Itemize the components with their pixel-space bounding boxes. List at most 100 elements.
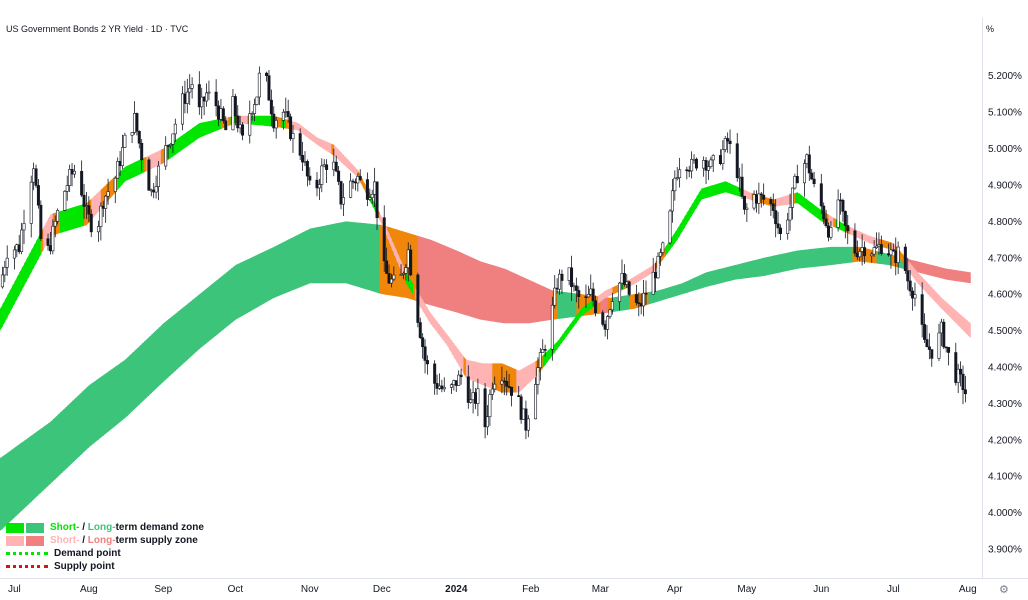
long-term-zone-segment xyxy=(838,246,842,265)
candle xyxy=(320,158,324,193)
short-term-zone-segment xyxy=(329,142,333,155)
candle xyxy=(169,143,173,149)
candle xyxy=(771,193,775,219)
time-tick-label: Oct xyxy=(228,584,244,595)
long-term-zone-segment xyxy=(36,430,40,498)
short-term-zone-segment xyxy=(638,272,642,282)
long-term-zone-segment xyxy=(122,359,126,420)
long-term-zone-segment xyxy=(677,283,681,296)
long-term-zone-segment xyxy=(614,296,618,312)
candle xyxy=(291,124,295,153)
candle xyxy=(36,178,40,209)
short-term-zone-segment xyxy=(578,308,582,320)
short-term-zone-segment xyxy=(509,366,513,393)
candle xyxy=(255,96,259,106)
price-axis[interactable]: 5.200% 5.100% 5.000% 4.900% 4.800% 4.700% 4.60… xyxy=(988,71,1022,555)
price-unit-label[interactable]: % xyxy=(986,24,995,34)
short-term-zone-segment xyxy=(674,228,678,243)
chart-title: US Government Bonds 2 YR Yield · 1D · TV… xyxy=(6,24,189,34)
short-term-zone-segment xyxy=(26,254,30,282)
time-tick-label: Aug xyxy=(959,584,977,595)
long-term-zone-segment xyxy=(703,272,707,288)
candle xyxy=(164,136,168,170)
candle xyxy=(735,133,739,182)
short-term-zone-segment xyxy=(7,290,11,318)
long-term-zone-segment xyxy=(965,271,969,283)
candle xyxy=(409,244,413,277)
short-term-zone-segment xyxy=(91,196,95,220)
long-term-zone-segment xyxy=(444,245,448,310)
long-term-zone-segment xyxy=(141,341,145,403)
long-term-zone-segment xyxy=(722,267,726,283)
long-term-zone-segment xyxy=(780,253,784,273)
long-term-zone-segment xyxy=(180,307,184,367)
long-term-zone-segment xyxy=(823,247,827,266)
long-term-zone-segment xyxy=(866,248,870,263)
candle xyxy=(147,157,151,191)
short-term-zone-segment xyxy=(612,286,616,295)
short-term-zone-segment xyxy=(778,197,782,207)
long-term-zone-segment xyxy=(850,246,854,263)
long-term-zone-segment xyxy=(120,361,124,422)
candle xyxy=(173,118,177,142)
long-term-zone-segment xyxy=(547,288,551,321)
candle xyxy=(457,370,461,386)
short-term-zone-segment xyxy=(912,266,916,280)
candle xyxy=(53,215,57,238)
long-term-zone-segment xyxy=(31,433,35,502)
short-term-zone-segment xyxy=(256,115,260,126)
candle xyxy=(140,138,144,172)
long-term-zone-segment xyxy=(441,244,445,310)
short-term-zone-segment xyxy=(300,124,304,134)
candle xyxy=(872,240,876,257)
short-term-zone-segment xyxy=(631,276,635,286)
long-term-zone-segment xyxy=(192,298,196,356)
candle xyxy=(610,292,614,315)
long-term-zone-segment xyxy=(206,286,210,343)
long-term-zone-segment xyxy=(473,258,477,319)
candle xyxy=(265,71,269,82)
time-axis[interactable]: Jul Aug Sep Oct Nov Dec 2024 Feb Mar Apr May Jun Jul… xyxy=(8,584,977,595)
demand-point-line-icon xyxy=(6,552,48,555)
short-term-zone-segment xyxy=(429,312,433,327)
long-term-zone-segment xyxy=(427,238,431,306)
long-term-zone-segment xyxy=(127,355,131,416)
short-term-zone-segment xyxy=(36,236,40,263)
long-term-zone-segment xyxy=(338,222,342,284)
price-tick-label: 4.300% xyxy=(988,399,1022,410)
short-term-zone-segment xyxy=(477,362,481,385)
long-term-zone-segment xyxy=(232,265,236,322)
short-term-zone-segment xyxy=(864,233,868,243)
long-term-zone-segment xyxy=(33,432,37,500)
long-term-zone-segment xyxy=(297,233,301,289)
settings-icon[interactable]: ⚙ xyxy=(999,584,1009,596)
long-term-zone-segment xyxy=(302,231,306,287)
short-term-zone-segment xyxy=(948,304,952,319)
short-term-zone-segment xyxy=(242,115,246,124)
long-term-zone-segment xyxy=(621,295,625,311)
long-term-zone-segment xyxy=(485,262,489,321)
long-term-zone-segment xyxy=(57,412,61,477)
long-term-zone-segment xyxy=(319,226,323,284)
long-term-zone-segment xyxy=(88,383,92,448)
long-term-zone-segment xyxy=(64,405,68,470)
legend-supply-rest: term supply zone xyxy=(115,535,198,546)
long-term-zone-segment xyxy=(124,357,128,418)
candle xyxy=(846,214,850,245)
long-term-zone-segment xyxy=(2,454,6,529)
long-term-zone-segment xyxy=(648,291,652,305)
long-term-zone-segment xyxy=(163,321,167,382)
long-term-zone-segment xyxy=(482,262,486,321)
short-term-zone-segment xyxy=(244,115,248,125)
long-term-zone-segment xyxy=(213,280,217,338)
long-term-zone-segment xyxy=(761,257,765,277)
long-term-zone-segment xyxy=(682,282,686,295)
long-term-zone-segment xyxy=(828,246,832,266)
short-term-zone-segment xyxy=(686,208,690,224)
long-term-zone-segment xyxy=(480,261,484,321)
candle xyxy=(197,71,201,115)
long-term-zone-segment xyxy=(38,428,42,495)
short-term-zone-segment xyxy=(528,363,532,384)
long-term-zone-segment xyxy=(847,246,851,263)
